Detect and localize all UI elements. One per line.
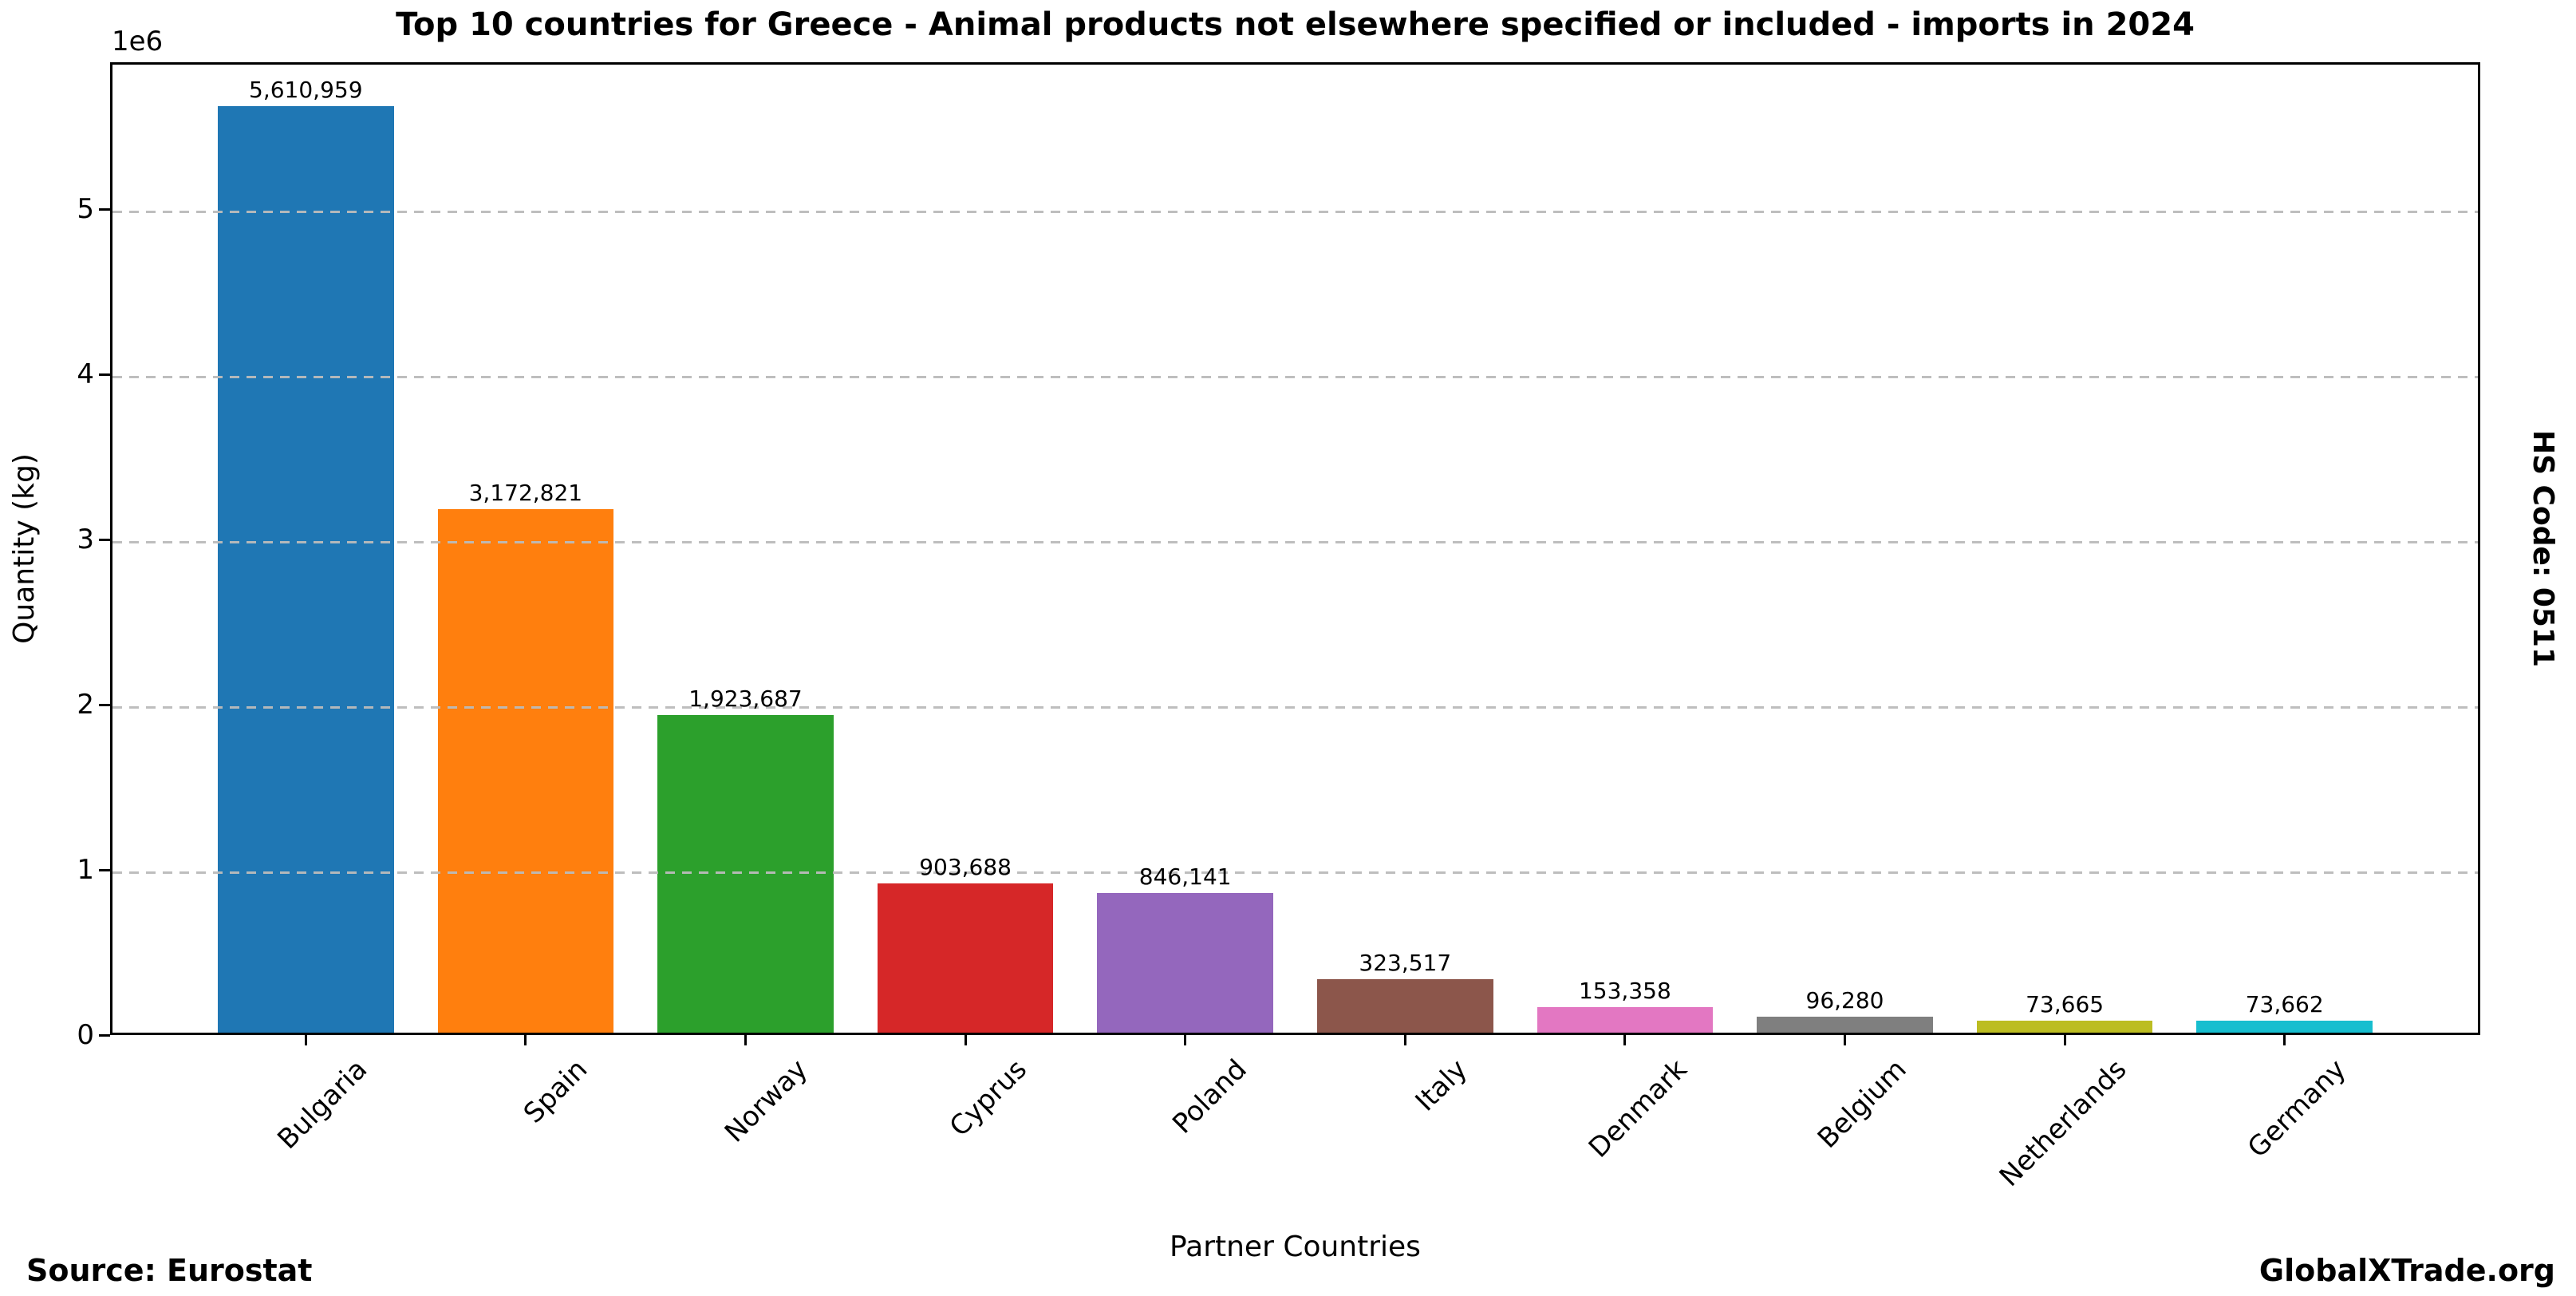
gridline — [112, 210, 2478, 213]
y-tick-label: 5 — [77, 193, 94, 226]
x-tick-label: Germany — [2242, 1053, 2353, 1164]
gridline — [112, 540, 2478, 543]
y-tick-mark — [99, 207, 110, 211]
source-attribution: Source: Eurostat — [26, 1253, 313, 1288]
bar-value-label: 153,358 — [1578, 978, 1671, 1005]
x-tick-mark — [2283, 1035, 2286, 1045]
bar-belgium — [1757, 1017, 1933, 1033]
x-tick-label: Spain — [517, 1053, 594, 1130]
x-tick-mark — [964, 1035, 967, 1045]
x-tick-mark — [2063, 1035, 2066, 1045]
x-tick-label: Bulgaria — [271, 1053, 374, 1156]
x-axis-label: Partner Countries — [1170, 1231, 1421, 1263]
bar-poland — [1097, 892, 1273, 1033]
bar-value-label: 5,610,959 — [249, 77, 363, 104]
y-tick-label: 3 — [77, 524, 94, 556]
bar-netherlands — [1976, 1020, 2153, 1033]
x-tick-label: Norway — [718, 1053, 814, 1149]
bar-germany — [2196, 1020, 2373, 1033]
y-tick-mark — [99, 373, 110, 376]
chart-title: Top 10 countries for Greece - Animal pro… — [396, 6, 2195, 43]
x-tick-mark — [744, 1035, 747, 1045]
y-tick-label: 0 — [77, 1019, 94, 1051]
x-tick-mark — [1184, 1035, 1187, 1045]
bar-cyprus — [877, 883, 1054, 1033]
gridline — [112, 871, 2478, 874]
bar-value-label: 3,172,821 — [468, 479, 583, 506]
x-tick-label: Denmark — [1582, 1053, 1694, 1164]
bar-bulgaria — [218, 106, 394, 1033]
brand-watermark: GlobalXTrade.org — [2258, 1253, 2555, 1288]
x-tick-mark — [304, 1035, 307, 1045]
x-tick-mark — [524, 1035, 527, 1045]
x-tick-mark — [1403, 1035, 1406, 1045]
hs-code-container: HS Code: 0511 — [2514, 62, 2573, 1035]
gridline — [112, 705, 2478, 709]
x-tick-mark — [1623, 1035, 1627, 1045]
x-tick-label: Cyprus — [944, 1053, 1034, 1144]
bar-norway — [657, 714, 834, 1033]
bar-denmark — [1537, 1007, 1714, 1033]
x-tick-label: Belgium — [1811, 1053, 1913, 1155]
bar-value-label: 73,665 — [2026, 990, 2105, 1017]
bar-spain — [437, 508, 614, 1033]
bar-value-label: 96,280 — [1805, 987, 1884, 1014]
bar-value-label: 323,517 — [1359, 950, 1452, 977]
y-tick-mark — [99, 1033, 110, 1037]
y-tick-label: 1 — [77, 854, 94, 887]
bar-value-label: 903,688 — [919, 854, 1012, 881]
bar-value-label: 73,662 — [2245, 990, 2324, 1017]
bar-value-label: 1,923,687 — [688, 685, 803, 712]
y-tick-mark — [99, 538, 110, 541]
bar-italy — [1317, 979, 1493, 1033]
bar-value-label: 846,141 — [1138, 863, 1232, 890]
hs-code-label: HS Code: 0511 — [2527, 429, 2560, 668]
x-tick-label: Italy — [1409, 1053, 1473, 1118]
y-tick-mark — [99, 868, 110, 871]
x-tick-label: Netherlands — [1993, 1053, 2133, 1193]
y-tick-label: 2 — [77, 689, 94, 721]
y-tick-label: 4 — [77, 358, 94, 391]
x-tick-label: Poland — [1166, 1053, 1253, 1140]
plot-area — [110, 62, 2480, 1035]
y-axis-offset-label: 1e6 — [112, 26, 164, 57]
x-tick-mark — [1844, 1035, 1846, 1045]
gridline — [112, 375, 2478, 378]
y-tick-mark — [99, 703, 110, 706]
